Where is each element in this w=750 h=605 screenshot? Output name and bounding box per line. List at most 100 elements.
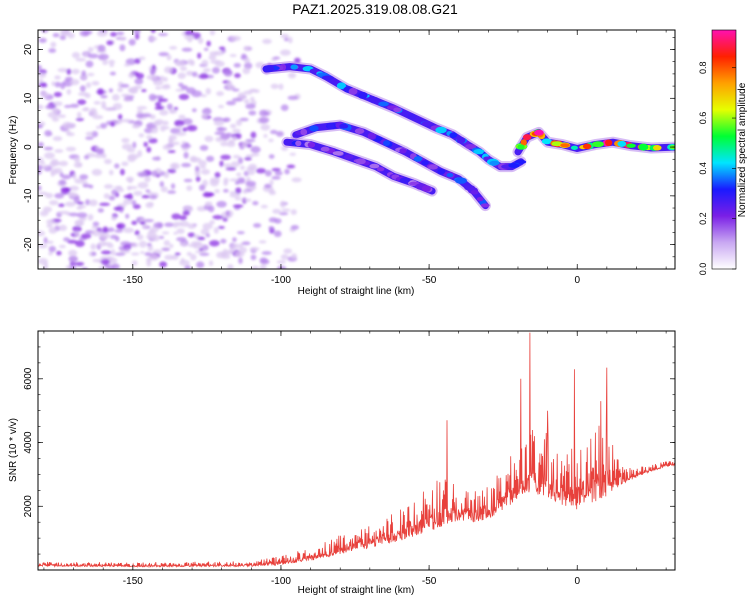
noise-speckle: [65, 129, 71, 136]
noise-speckle: [84, 92, 91, 99]
noise-speckle: [83, 106, 89, 112]
noise-speckle: [137, 172, 147, 178]
noise-speckle: [175, 132, 187, 137]
snr-panel: -150 -100 -50 0 2000 4000 6000 Height of stra…: [8, 330, 676, 596]
noise-speckle: [223, 163, 232, 168]
noise-speckle: [137, 150, 143, 158]
noise-speckle: [237, 92, 246, 99]
noise-speckle: [213, 227, 219, 234]
noise-speckle: [106, 243, 114, 249]
noise-speckle: [182, 118, 193, 125]
noise-speckle: [261, 251, 272, 255]
noise-speckle: [216, 91, 224, 97]
noise-speckle: [56, 250, 62, 256]
track-blob: [367, 132, 376, 140]
noise-speckle: [155, 101, 162, 107]
noise-speckle: [194, 172, 201, 177]
noise-speckle: [168, 109, 178, 114]
noise-speckle: [116, 31, 125, 36]
colorbar: 0.0 0.2 0.4 0.6 0.8 Normalized spectral ampl…: [698, 29, 748, 276]
noise-speckle: [209, 30, 216, 36]
noise-speckle: [232, 154, 241, 159]
noise-speckle: [163, 76, 168, 82]
noise-speckle: [230, 123, 237, 129]
noise-speckle: [167, 190, 177, 194]
noise-speckle: [114, 229, 123, 233]
noise-speckle: [217, 225, 225, 229]
track-blob: [320, 146, 330, 152]
noise-speckle: [75, 57, 87, 62]
noise-speckle: [139, 240, 147, 248]
noise-speckle: [225, 210, 230, 217]
track-blob: [369, 97, 380, 104]
noise-speckle: [214, 171, 221, 179]
noise-speckle: [146, 135, 153, 140]
noise-speckle: [180, 85, 189, 90]
noise-speckle: [176, 236, 187, 242]
noise-speckle: [255, 168, 266, 174]
noise-speckle: [114, 252, 126, 256]
noise-speckle: [104, 158, 112, 165]
x-tick-label: 0: [574, 576, 580, 587]
track-blob: [541, 138, 552, 145]
noise-speckle: [51, 116, 60, 122]
noise-speckle: [97, 208, 104, 213]
noise-speckle: [177, 124, 182, 131]
noise-speckle: [205, 87, 211, 95]
noise-speckle: [209, 220, 215, 225]
noise-speckle: [97, 44, 106, 52]
track-blob: [626, 143, 636, 148]
noise-speckle: [38, 191, 48, 196]
noise-speckle: [85, 131, 94, 136]
track-blob: [295, 140, 302, 147]
noise-speckle: [166, 54, 172, 61]
noise-speckle: [87, 214, 94, 221]
noise-speckle: [220, 238, 227, 244]
noise-speckle: [178, 114, 186, 120]
noise-speckle: [136, 109, 143, 114]
noise-speckle: [162, 144, 172, 150]
noise-speckle: [141, 114, 152, 118]
noise-speckle: [128, 72, 135, 79]
noise-speckle: [98, 265, 107, 269]
spectrogram-noise: [38, 30, 302, 269]
track-blob: [449, 132, 458, 138]
colorbar-tick-label: 0.0: [698, 263, 708, 276]
noise-speckle: [226, 100, 236, 106]
noise-speckle: [223, 180, 228, 186]
noise-speckle: [139, 218, 146, 223]
noise-speckle: [117, 87, 124, 93]
noise-speckle: [131, 123, 140, 129]
track-blob: [354, 128, 365, 135]
noise-speckle: [144, 175, 151, 183]
noise-speckle: [87, 46, 94, 53]
noise-speckle: [191, 241, 202, 246]
noise-speckle: [131, 220, 138, 226]
x-tick-label: -50: [422, 275, 437, 286]
noise-speckle: [120, 168, 125, 176]
noise-speckle: [212, 215, 224, 220]
noise-speckle: [272, 208, 281, 214]
noise-speckle: [131, 260, 138, 266]
noise-speckle: [154, 106, 164, 111]
noise-speckle: [111, 189, 118, 196]
noise-speckle: [125, 213, 130, 219]
noise-speckle: [38, 243, 48, 249]
track-blob: [480, 203, 490, 208]
noise-speckle: [38, 230, 46, 237]
noise-speckle: [91, 168, 103, 176]
track-blob: [435, 126, 447, 134]
noise-speckle: [80, 233, 92, 239]
noise-speckle: [179, 242, 188, 247]
noise-speckle: [67, 192, 79, 197]
track-blob: [534, 129, 544, 136]
noise-speckle: [41, 30, 49, 33]
noise-speckle: [280, 49, 291, 56]
noise-speckle: [45, 104, 53, 110]
noise-speckle: [169, 243, 174, 249]
noise-speckle: [74, 156, 81, 163]
noise-speckle: [54, 75, 61, 80]
track-blob: [376, 167, 385, 172]
noise-speckle: [184, 35, 195, 40]
